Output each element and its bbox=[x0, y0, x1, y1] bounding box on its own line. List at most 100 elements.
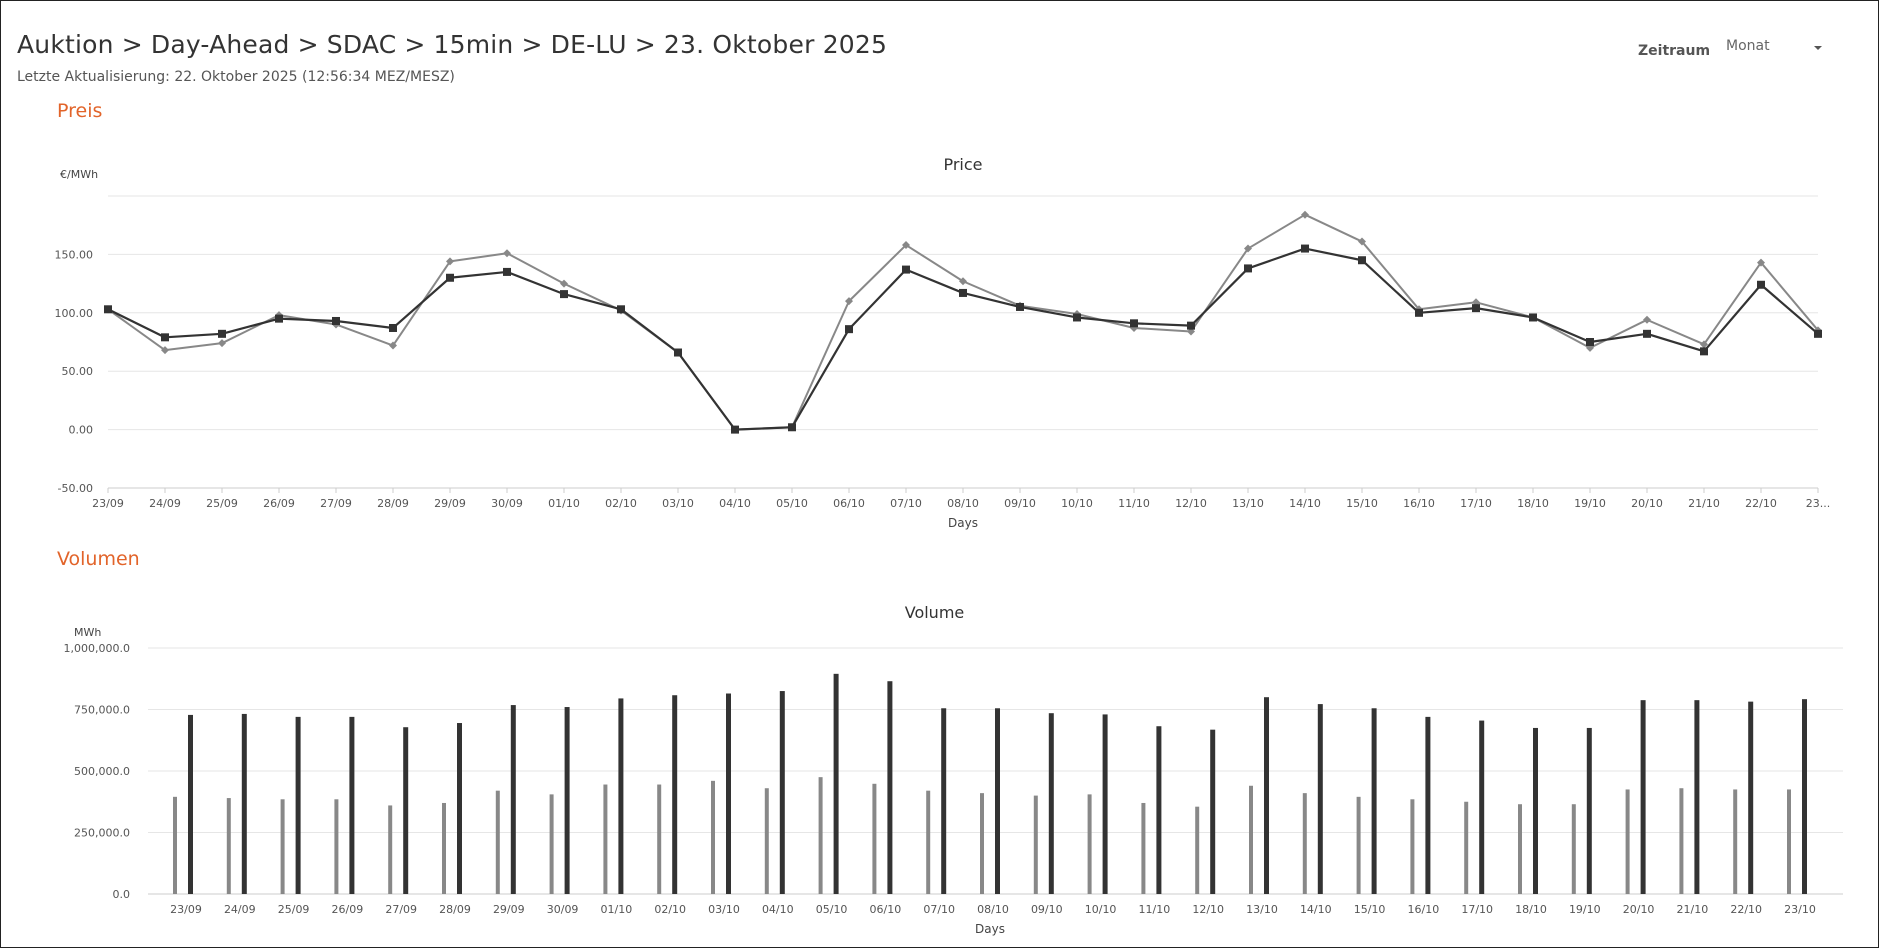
volume-x-tick-label: 02/10 bbox=[654, 903, 686, 916]
price-x-tick-label: 20/10 bbox=[1631, 497, 1663, 510]
volume-x-tick-label: 12/10 bbox=[1192, 903, 1224, 916]
price-series-line-2 bbox=[107, 247, 1819, 431]
volume-y-tick-label: 1,000,000.0 bbox=[64, 642, 130, 655]
volume-x-tick-label: 23/10 bbox=[1784, 903, 1816, 916]
price-point-marker bbox=[1016, 302, 1024, 311]
breadcrumb: Auktion > Day-Ahead > SDAC >15min > DE-LU >23. O… bbox=[17, 30, 887, 59]
breadcrumb-separator: > bbox=[634, 30, 656, 59]
volume-x-tick-label: 07/10 bbox=[923, 903, 955, 916]
price-x-tick-label: 03/10 bbox=[662, 497, 694, 510]
volume-bar-dark bbox=[1048, 713, 1054, 894]
volume-bar-gray bbox=[173, 796, 177, 894]
price-point-marker bbox=[161, 346, 169, 355]
volume-x-tick-label: 11/10 bbox=[1139, 903, 1171, 916]
volume-bar-gray bbox=[280, 799, 285, 894]
price-point-marker bbox=[1130, 319, 1138, 328]
breadcrumb-item-de-lu[interactable]: DE-LU bbox=[550, 30, 627, 59]
price-x-tick-label: 29/09 bbox=[434, 497, 466, 510]
breadcrumb-item-15min[interactable]: 15min bbox=[433, 30, 514, 59]
breadcrumb-item-auktion[interactable]: Auktion bbox=[17, 30, 114, 59]
volume-bar-dark bbox=[1425, 716, 1431, 894]
price-point-marker bbox=[503, 249, 511, 258]
volume-x-tick-label: 13/10 bbox=[1246, 903, 1278, 916]
price-x-tick-label: 06/10 bbox=[833, 497, 865, 510]
volume-x-tick-label: 27/09 bbox=[385, 903, 417, 916]
price-x-tick-label: 02/10 bbox=[605, 497, 637, 510]
price-x-tick-label: 04/10 bbox=[719, 497, 751, 510]
volume-bar-dark bbox=[1748, 701, 1754, 894]
period-select[interactable]: Monat bbox=[1726, 38, 1822, 60]
volume-bar-gray bbox=[1679, 788, 1684, 894]
volume-bar-dark bbox=[995, 708, 1000, 894]
volume-x-tick-label: 25/09 bbox=[278, 903, 310, 916]
volume-bar-gray bbox=[1302, 793, 1307, 894]
price-y-tick-label: -50.00 bbox=[58, 482, 93, 495]
price-point-marker bbox=[1415, 308, 1423, 317]
volume-bar-dark bbox=[188, 714, 193, 894]
price-x-tick-label: 10/10 bbox=[1061, 497, 1093, 510]
price-point-marker bbox=[1358, 237, 1366, 246]
volume-y-tick-label: 500,000.0 bbox=[74, 765, 130, 778]
volume-x-tick-label: 09/10 bbox=[1031, 903, 1063, 916]
volume-bar-dark bbox=[241, 713, 247, 894]
price-x-tick-label: 17/10 bbox=[1460, 497, 1492, 510]
breadcrumb-separator: > bbox=[404, 30, 426, 59]
breadcrumb-separator: > bbox=[521, 30, 543, 59]
price-point-marker bbox=[617, 305, 625, 314]
price-point-marker bbox=[902, 241, 910, 250]
price-x-tick-label: 09/10 bbox=[1004, 497, 1036, 510]
volume-x-tick-label: 18/10 bbox=[1515, 903, 1547, 916]
volume-bar-dark bbox=[1802, 699, 1807, 894]
volume-bar-dark bbox=[1102, 714, 1108, 894]
volume-x-tick-label: 01/10 bbox=[601, 903, 633, 916]
price-point-marker bbox=[1073, 313, 1081, 322]
volume-x-tick-label: 24/09 bbox=[224, 903, 256, 916]
volume-bar-dark bbox=[564, 707, 570, 894]
price-point-marker bbox=[1187, 321, 1195, 330]
volume-y-tick-label: 250,000.0 bbox=[74, 827, 130, 840]
volume-x-tick-label: 15/10 bbox=[1354, 903, 1386, 916]
volume-x-tick-label: 22/10 bbox=[1730, 903, 1762, 916]
volume-bar-gray bbox=[442, 802, 446, 894]
price-point-marker bbox=[1757, 258, 1765, 267]
last-update-text: Letzte Aktualisierung: 22. Oktober 2025 … bbox=[17, 69, 455, 85]
volume-bar-dark bbox=[618, 698, 624, 894]
price-point-marker bbox=[1700, 340, 1708, 349]
price-point-marker bbox=[1643, 315, 1651, 324]
volume-bar-gray bbox=[711, 780, 715, 894]
breadcrumb-item-day-ahead[interactable]: Day-Ahead bbox=[150, 30, 290, 59]
volume-bar-gray bbox=[603, 784, 608, 894]
price-x-tick-label: 25/09 bbox=[206, 497, 238, 510]
price-point-marker bbox=[1358, 256, 1366, 265]
price-point-marker bbox=[845, 325, 853, 334]
breadcrumb-item-sdac[interactable]: SDAC bbox=[326, 30, 397, 59]
volume-bar-dark bbox=[833, 673, 839, 894]
price-x-tick-label: 18/10 bbox=[1517, 497, 1549, 510]
price-point-marker bbox=[959, 277, 967, 286]
volume-bar-dark bbox=[1586, 727, 1592, 894]
price-point-marker bbox=[446, 257, 454, 266]
volume-bar-dark bbox=[887, 681, 893, 894]
volume-bar-dark bbox=[1479, 720, 1485, 894]
volume-x-tick-label: 20/10 bbox=[1623, 903, 1655, 916]
price-x-tick-label: 11/10 bbox=[1118, 497, 1150, 510]
volume-x-tick-label: 04/10 bbox=[762, 903, 794, 916]
price-point-marker bbox=[218, 339, 226, 348]
price-point-marker bbox=[1814, 329, 1822, 338]
volume-bar-dark bbox=[1640, 700, 1646, 894]
breadcrumb-separator: > bbox=[297, 30, 319, 59]
volume-bar-gray bbox=[1087, 794, 1092, 894]
volume-bar-gray bbox=[388, 805, 393, 894]
price-point-marker bbox=[731, 425, 739, 434]
volume-bar-dark bbox=[1694, 700, 1700, 894]
volume-bar-dark bbox=[1264, 697, 1269, 894]
price-point-marker bbox=[332, 316, 340, 325]
price-point-marker bbox=[218, 329, 226, 338]
volume-bar-gray bbox=[549, 794, 554, 894]
volume-bar-dark bbox=[1317, 704, 1323, 894]
volume-bar-dark bbox=[1156, 726, 1162, 894]
volume-bar-gray bbox=[818, 777, 823, 894]
price-point-marker bbox=[560, 290, 568, 299]
price-point-marker bbox=[503, 267, 511, 276]
